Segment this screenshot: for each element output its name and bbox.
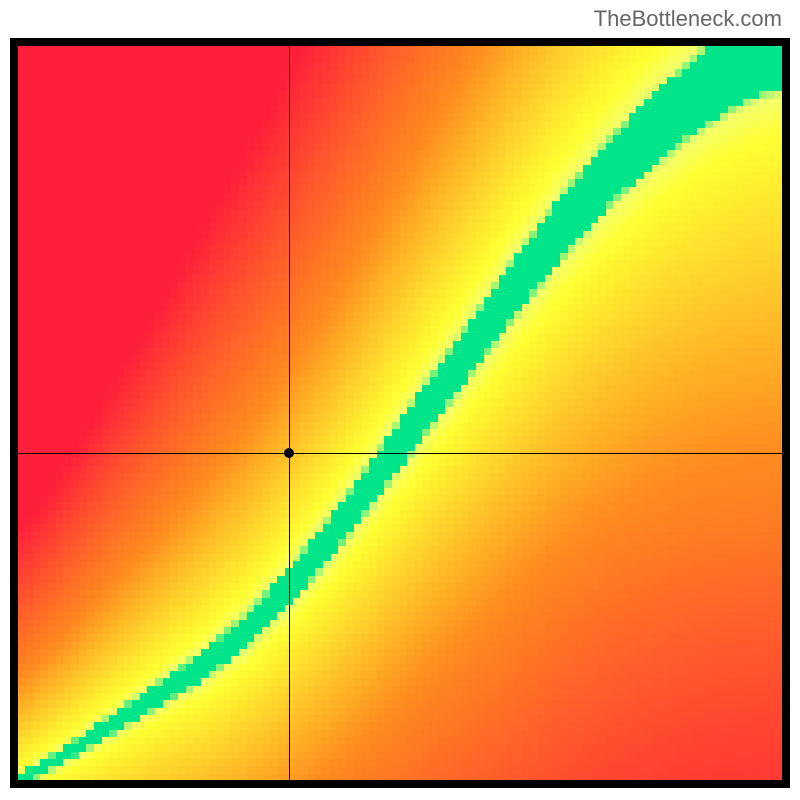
chart-container: { "watermark": { "text": "TheBottleneck.… [0,0,800,800]
bottleneck-heatmap [18,46,782,780]
crosshair-vertical [289,46,290,780]
watermark-text: TheBottleneck.com [594,6,782,32]
crosshair-horizontal [18,453,782,454]
